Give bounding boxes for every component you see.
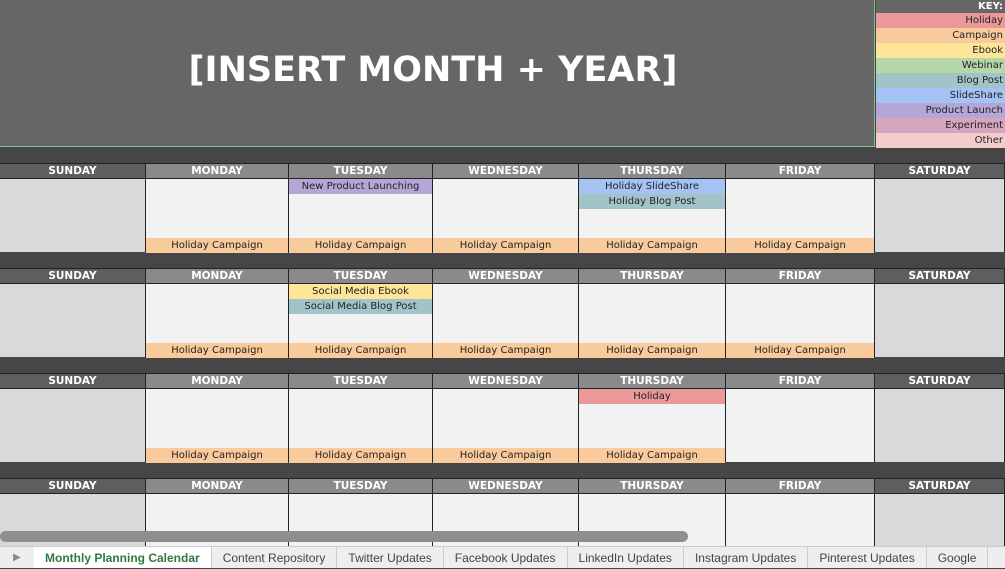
day-cell[interactable] xyxy=(726,388,875,462)
day-cell[interactable]: Holiday Campaign xyxy=(433,178,579,253)
day-cell[interactable]: Holiday Campaign xyxy=(433,388,579,463)
day-header: MONDAY xyxy=(146,478,289,493)
day-cell[interactable] xyxy=(875,178,1005,252)
campaign-band[interactable]: Holiday Campaign xyxy=(289,448,432,463)
day-cell[interactable] xyxy=(0,283,146,357)
key-item: Blog Post xyxy=(876,73,1005,88)
day-header: MONDAY xyxy=(146,268,289,283)
day-header: TUESDAY xyxy=(289,268,433,283)
campaign-band[interactable]: Holiday Campaign xyxy=(579,448,725,463)
title-banner[interactable]: [INSERT MONTH + YEAR] xyxy=(0,0,875,147)
day-header: SATURDAY xyxy=(875,373,1005,388)
day-header: MONDAY xyxy=(146,373,289,388)
campaign-band[interactable]: Holiday Campaign xyxy=(146,343,288,358)
day-cell[interactable]: Holiday Campaign xyxy=(433,283,579,358)
day-cell[interactable]: Holiday Campaign xyxy=(579,283,726,358)
key-item: Holiday xyxy=(876,13,1005,28)
day-header: FRIDAY xyxy=(726,373,875,388)
key-item: Other xyxy=(876,133,1005,148)
day-header: WEDNESDAY xyxy=(433,163,579,178)
day-header: SATURDAY xyxy=(875,478,1005,493)
day-header: TUESDAY xyxy=(289,373,433,388)
day-cell[interactable]: Holiday Campaign xyxy=(726,178,875,253)
campaign-band[interactable]: Holiday Campaign xyxy=(146,448,288,463)
day-cell[interactable] xyxy=(875,283,1005,357)
day-header: THURSDAY xyxy=(579,163,726,178)
day-header: TUESDAY xyxy=(289,478,433,493)
sheet-tabs: ▶ Monthly Planning Calendar Content Repos… xyxy=(0,546,1005,568)
day-cell[interactable]: New Product Launching Holiday Campaign xyxy=(289,178,433,253)
sheet-tab[interactable]: Content Repository xyxy=(212,547,338,568)
key-item: Experiment xyxy=(876,118,1005,133)
day-header: TUESDAY xyxy=(289,163,433,178)
tab-scroll-arrow-icon[interactable]: ▶ xyxy=(13,552,21,563)
day-header: MONDAY xyxy=(146,163,289,178)
page-title: [INSERT MONTH + YEAR] xyxy=(188,50,678,90)
sheet-tab[interactable]: Twitter Updates xyxy=(337,547,444,568)
sheet-tab[interactable]: Pinterest Updates xyxy=(808,547,927,568)
day-header: FRIDAY xyxy=(726,478,875,493)
day-cell[interactable]: Holiday Campaign xyxy=(146,388,289,463)
sheet-tab[interactable]: Google xyxy=(927,547,989,568)
day-cell[interactable]: Holiday Campaign xyxy=(146,178,289,253)
calendar-event[interactable]: Social Media Blog Post xyxy=(289,299,432,314)
campaign-band[interactable]: Holiday Campaign xyxy=(433,343,578,358)
calendar-event[interactable]: Social Media Ebook xyxy=(289,284,432,299)
day-cell[interactable]: Holiday Holiday Campaign xyxy=(579,388,726,463)
day-cell[interactable] xyxy=(875,493,1005,546)
campaign-band[interactable]: Holiday Campaign xyxy=(579,238,725,253)
sheet-tab[interactable]: Monthly Planning Calendar xyxy=(34,547,212,568)
day-cell[interactable]: Holiday Campaign xyxy=(726,283,875,358)
day-cell[interactable] xyxy=(726,493,875,546)
calendar-event[interactable]: Holiday SlideShare xyxy=(579,179,725,194)
calendar-event[interactable]: Holiday xyxy=(579,389,725,404)
key-item: Ebook xyxy=(876,43,1005,58)
day-header: SUNDAY xyxy=(0,373,146,388)
key-item: Campaign xyxy=(876,28,1005,43)
day-cell[interactable]: Holiday Campaign xyxy=(146,283,289,358)
key-item: Product Launch xyxy=(876,103,1005,118)
color-key: KEY: Holiday Campaign Ebook Webinar Blog Pos… xyxy=(876,0,1005,148)
day-cell[interactable]: Holiday SlideShare Holiday Blog Post Holid… xyxy=(579,178,726,253)
day-header: WEDNESDAY xyxy=(433,373,579,388)
day-header: WEDNESDAY xyxy=(433,268,579,283)
campaign-band[interactable]: Holiday Campaign xyxy=(289,238,432,253)
day-cell[interactable] xyxy=(875,388,1005,462)
campaign-band[interactable]: Holiday Campaign xyxy=(146,238,288,253)
sheet-tab[interactable]: Facebook Updates xyxy=(444,547,568,568)
day-header: THURSDAY xyxy=(579,268,726,283)
campaign-band[interactable]: Holiday Campaign xyxy=(433,238,578,253)
day-header: SUNDAY xyxy=(0,268,146,283)
campaign-band[interactable]: Holiday Campaign xyxy=(579,343,725,358)
calendar-event[interactable]: New Product Launching xyxy=(289,179,432,194)
day-cell[interactable] xyxy=(0,178,146,252)
campaign-band[interactable]: Holiday Campaign xyxy=(289,343,432,358)
day-header: FRIDAY xyxy=(726,268,875,283)
day-header: FRIDAY xyxy=(726,163,875,178)
campaign-band[interactable]: Holiday Campaign xyxy=(726,343,874,358)
horizontal-scrollbar[interactable] xyxy=(0,531,688,542)
day-cell[interactable]: Holiday Campaign xyxy=(289,388,433,463)
day-header: SUNDAY xyxy=(0,478,146,493)
day-header: WEDNESDAY xyxy=(433,478,579,493)
day-header: THURSDAY xyxy=(579,478,726,493)
day-header: SATURDAY xyxy=(875,163,1005,178)
campaign-band[interactable]: Holiday Campaign xyxy=(726,238,874,253)
calendar-event[interactable]: Holiday Blog Post xyxy=(579,194,725,209)
sheet-tab[interactable]: Instagram Updates xyxy=(684,547,809,568)
key-item: SlideShare xyxy=(876,88,1005,103)
key-item: Webinar xyxy=(876,58,1005,73)
day-cell[interactable]: Social Media Ebook Social Media Blog Post… xyxy=(289,283,433,358)
campaign-band[interactable]: Holiday Campaign xyxy=(433,448,578,463)
day-header: SATURDAY xyxy=(875,268,1005,283)
key-heading: KEY: xyxy=(978,1,1003,12)
sheet-tab[interactable]: LinkedIn Updates xyxy=(568,547,684,568)
day-header: SUNDAY xyxy=(0,163,146,178)
day-header: THURSDAY xyxy=(579,373,726,388)
day-cell[interactable] xyxy=(0,388,146,462)
